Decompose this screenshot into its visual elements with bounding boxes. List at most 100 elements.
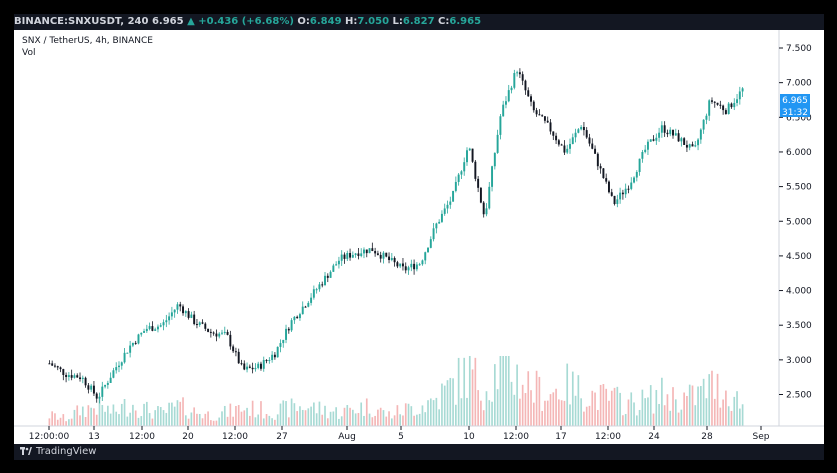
candle-body: [460, 171, 463, 175]
last-price-tag-bg: [780, 94, 810, 106]
candle-body: [310, 297, 313, 303]
candle-body: [337, 260, 340, 265]
candle-body: [81, 377, 84, 380]
volume-bar: [552, 392, 555, 426]
volume-study-label[interactable]: Vol: [22, 48, 36, 58]
brand-label[interactable]: TradingView: [36, 446, 97, 457]
volume-bar: [477, 390, 479, 426]
candle-body: [201, 322, 204, 324]
candle-body: [159, 325, 162, 327]
candle-body: [672, 129, 674, 136]
volume-bar: [285, 401, 287, 426]
volume-bar: [630, 392, 633, 426]
candle-body: [677, 133, 680, 142]
volume-bar: [93, 408, 95, 426]
volume-bar: [237, 405, 240, 426]
candle-body: [156, 326, 159, 330]
candle-body: [388, 256, 391, 261]
volume-bar: [429, 398, 432, 426]
volume-bar: [658, 403, 660, 426]
volume-bar: [145, 401, 148, 426]
candle-body: [591, 143, 594, 149]
candle-body: [510, 87, 513, 91]
volume-bar: [260, 401, 262, 426]
time-tick-label: 12:00: [595, 432, 621, 442]
candle-body: [635, 172, 638, 178]
time-tick-label: 27: [276, 432, 287, 442]
candle-body: [198, 322, 201, 325]
price-chart[interactable]: 7.500 7.000 6.500 6.000 5.500 5.000 4.500 4.000…: [14, 30, 824, 444]
price-tick-label: 3.000: [786, 356, 812, 366]
volume-bar: [87, 405, 90, 426]
candle-body: [613, 195, 616, 205]
volume-bar: [343, 407, 346, 426]
candle-body: [204, 323, 207, 329]
volume-bar: [446, 380, 449, 426]
volume-bar: [184, 415, 187, 426]
candle-body: [276, 346, 279, 358]
candle-body: [599, 166, 602, 169]
time-tick-label: 13: [88, 432, 99, 442]
candle-body: [571, 137, 574, 145]
candle-body: [279, 343, 282, 347]
candle-body: [705, 115, 708, 120]
volume-bar: [190, 412, 193, 426]
candle-body: [282, 339, 285, 344]
volume-bar: [560, 400, 563, 426]
candle-body: [496, 134, 499, 153]
volume-bar: [594, 392, 596, 426]
volume-bar: [485, 391, 488, 426]
volume-bar: [535, 370, 538, 426]
candle-body: [711, 100, 713, 102]
candle-body: [79, 377, 81, 380]
candle-body: [610, 192, 613, 196]
volume-bar: [162, 410, 165, 426]
candle-body: [209, 331, 212, 333]
candle-body: [262, 360, 265, 369]
volume-bar: [697, 386, 699, 426]
price-change: ▲ +0.436 (+6.68%): [187, 16, 294, 27]
volume-bar: [151, 418, 154, 426]
candle-body: [290, 320, 293, 331]
time-tick-label: 10: [463, 432, 475, 442]
volume-bar: [669, 410, 672, 426]
volume-bar: [196, 413, 198, 426]
volume-bar: [460, 398, 463, 426]
volume-bar: [326, 418, 329, 426]
candle-body: [702, 119, 705, 130]
candle-body: [716, 102, 719, 105]
candle-body: [120, 362, 123, 366]
candle-body: [443, 208, 446, 214]
candle-body: [449, 201, 452, 205]
candle-body: [524, 80, 527, 91]
candle-body: [691, 144, 694, 147]
volume-bar: [580, 398, 582, 426]
volume-bar: [674, 399, 677, 426]
candle-body: [376, 253, 379, 255]
candle-body: [627, 188, 630, 190]
volume-bar: [546, 400, 549, 426]
volume-bar: [357, 413, 360, 426]
candle-body: [502, 104, 505, 117]
candle-body: [404, 266, 407, 271]
time-tick-label: 12:00:00: [29, 432, 70, 442]
volume-bar: [725, 390, 727, 426]
volume-bar: [432, 400, 435, 426]
volume-bar: [282, 400, 285, 426]
symbol-label[interactable]: BINANCE:SNXUSDT, 240: [14, 16, 149, 27]
volume-bar: [672, 387, 674, 426]
candle-body: [466, 150, 468, 163]
candle-body: [741, 88, 744, 92]
price-axis: 7.500 7.000 6.500 6.000 5.500 5.000 4.500 4.000…: [779, 44, 812, 401]
volume-bar: [134, 410, 137, 426]
volume-bar: [532, 402, 535, 426]
volume-bar: [558, 399, 560, 426]
volume-bar: [120, 403, 123, 426]
volume-bar: [107, 405, 109, 426]
candle-body: [518, 72, 521, 75]
time-tick-label: 24: [648, 432, 660, 442]
candle-body: [240, 363, 243, 365]
candle-body: [641, 152, 644, 159]
volume-bar: [605, 388, 608, 426]
volume-bar: [463, 357, 466, 426]
